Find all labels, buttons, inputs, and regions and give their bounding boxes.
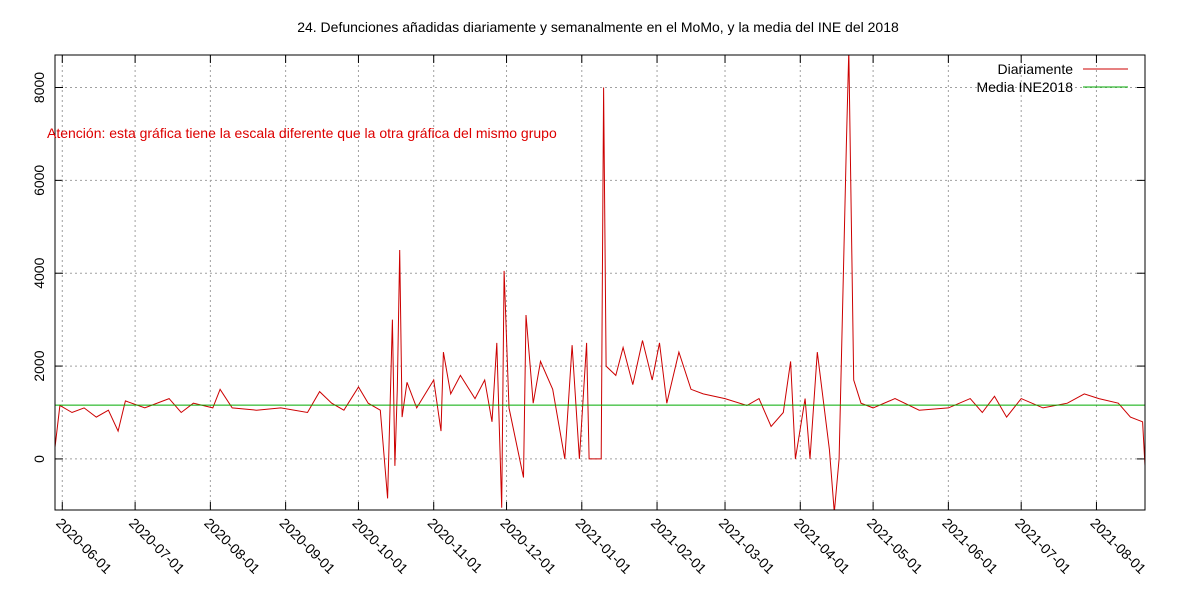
legend-label-2: Media INE2018 xyxy=(976,79,1073,95)
y-tick-label: 2000 xyxy=(31,350,47,381)
legend-label-1: Diariamente xyxy=(998,61,1074,77)
y-tick-label: 8000 xyxy=(31,72,47,103)
y-tick-label: 4000 xyxy=(31,257,47,288)
legend: Diariamente Media INE2018 xyxy=(976,61,1128,95)
y-tick-label: 0 xyxy=(31,455,47,463)
series-layer xyxy=(55,55,1145,510)
chart-title: 24. Defunciones añadidas diariamente y s… xyxy=(297,19,899,35)
series-group xyxy=(55,55,1145,510)
grid xyxy=(55,55,1145,510)
y-tick-label: 6000 xyxy=(31,165,47,196)
scale-warning-annotation: Atención: esta gráfica tiene la escala d… xyxy=(47,125,557,141)
plot-frame xyxy=(54,54,1146,511)
